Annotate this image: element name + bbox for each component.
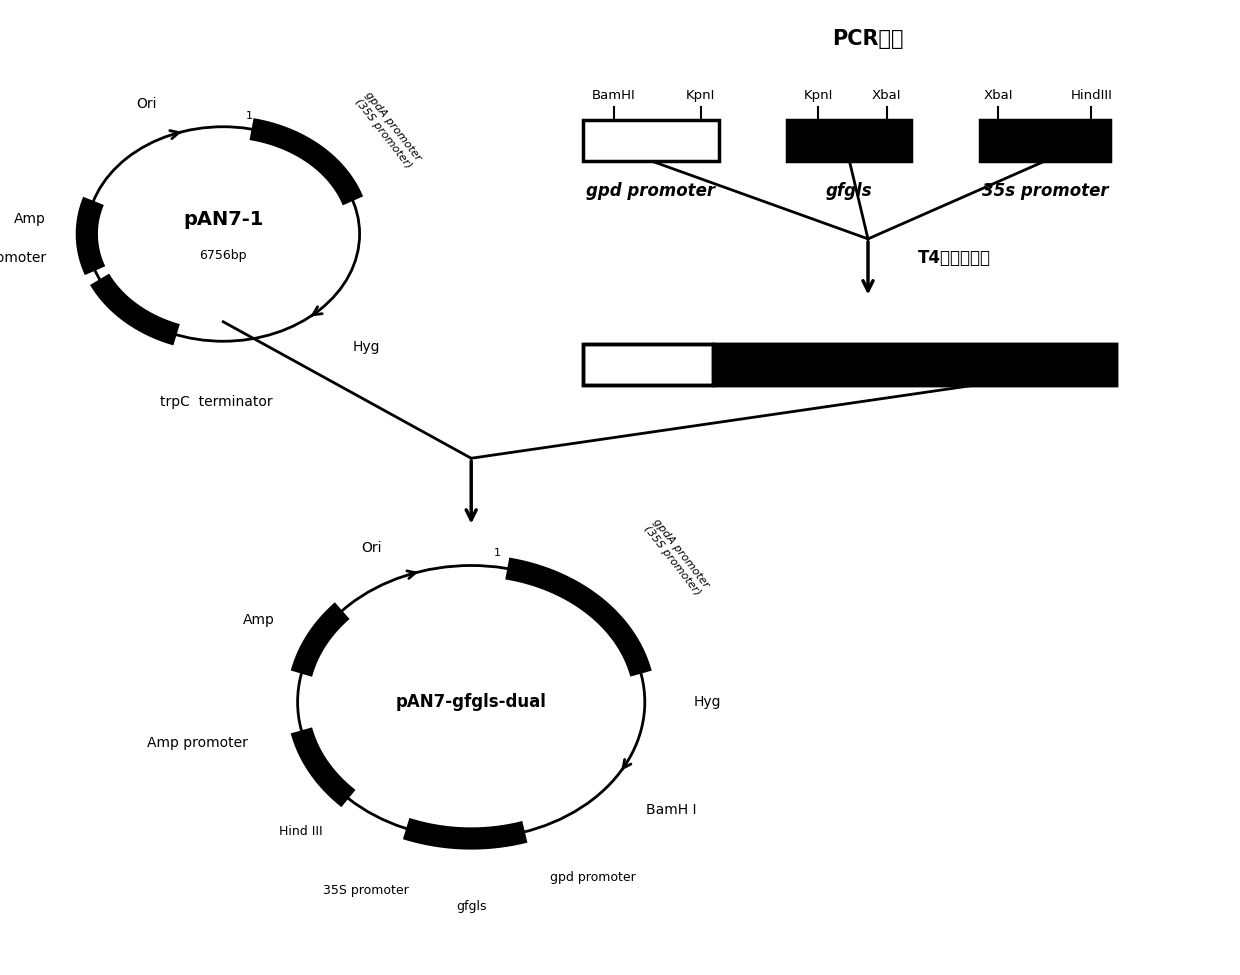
Text: pAN7-gfgls-dual: pAN7-gfgls-dual <box>396 693 547 711</box>
Text: Ori: Ori <box>362 541 382 555</box>
Text: gfgls: gfgls <box>826 182 873 200</box>
Text: gfgls: gfgls <box>456 900 486 913</box>
Bar <box>583 120 719 161</box>
Text: BamH I: BamH I <box>646 802 697 817</box>
Text: Hind III: Hind III <box>279 826 322 838</box>
Text: 6756bp: 6756bp <box>200 249 247 262</box>
Text: gpd promoter: gpd promoter <box>587 182 715 200</box>
Text: Ori: Ori <box>136 97 157 110</box>
Text: Amp: Amp <box>243 613 275 627</box>
Text: HindIII: HindIII <box>1070 90 1112 102</box>
Text: trpC  terminator: trpC terminator <box>160 395 273 409</box>
Text: Hyg: Hyg <box>353 340 381 354</box>
Text: KpnI: KpnI <box>804 90 833 102</box>
Bar <box>583 344 1116 385</box>
Text: 35S promoter: 35S promoter <box>324 884 409 897</box>
Bar <box>583 344 713 385</box>
Text: Amp: Amp <box>14 213 46 226</box>
Text: gpdA promoter
(35S promoter): gpdA promoter (35S promoter) <box>353 90 423 171</box>
Text: BamHI: BamHI <box>591 90 636 102</box>
Text: PCR扩增: PCR扩增 <box>832 29 904 50</box>
Text: KpnI: KpnI <box>686 90 715 102</box>
Text: gpdA promoter
(35S promoter): gpdA promoter (35S promoter) <box>642 517 712 598</box>
Text: T4连接酶酶连: T4连接酶酶连 <box>918 250 991 267</box>
Bar <box>980 120 1110 161</box>
Text: XbaI: XbaI <box>872 90 901 102</box>
Text: pAN7-1: pAN7-1 <box>184 210 263 229</box>
Text: Amp promoter: Amp promoter <box>148 735 248 750</box>
Text: Amp Promoter: Amp Promoter <box>0 252 46 265</box>
Bar <box>713 344 1116 385</box>
Text: XbaI: XbaI <box>983 90 1013 102</box>
Text: gpd promoter: gpd promoter <box>549 872 635 884</box>
Text: 1: 1 <box>247 111 253 121</box>
Text: Hyg: Hyg <box>693 695 720 709</box>
Text: 1: 1 <box>495 548 501 559</box>
Bar <box>787 120 911 161</box>
Text: 35s promoter: 35s promoter <box>982 182 1109 200</box>
